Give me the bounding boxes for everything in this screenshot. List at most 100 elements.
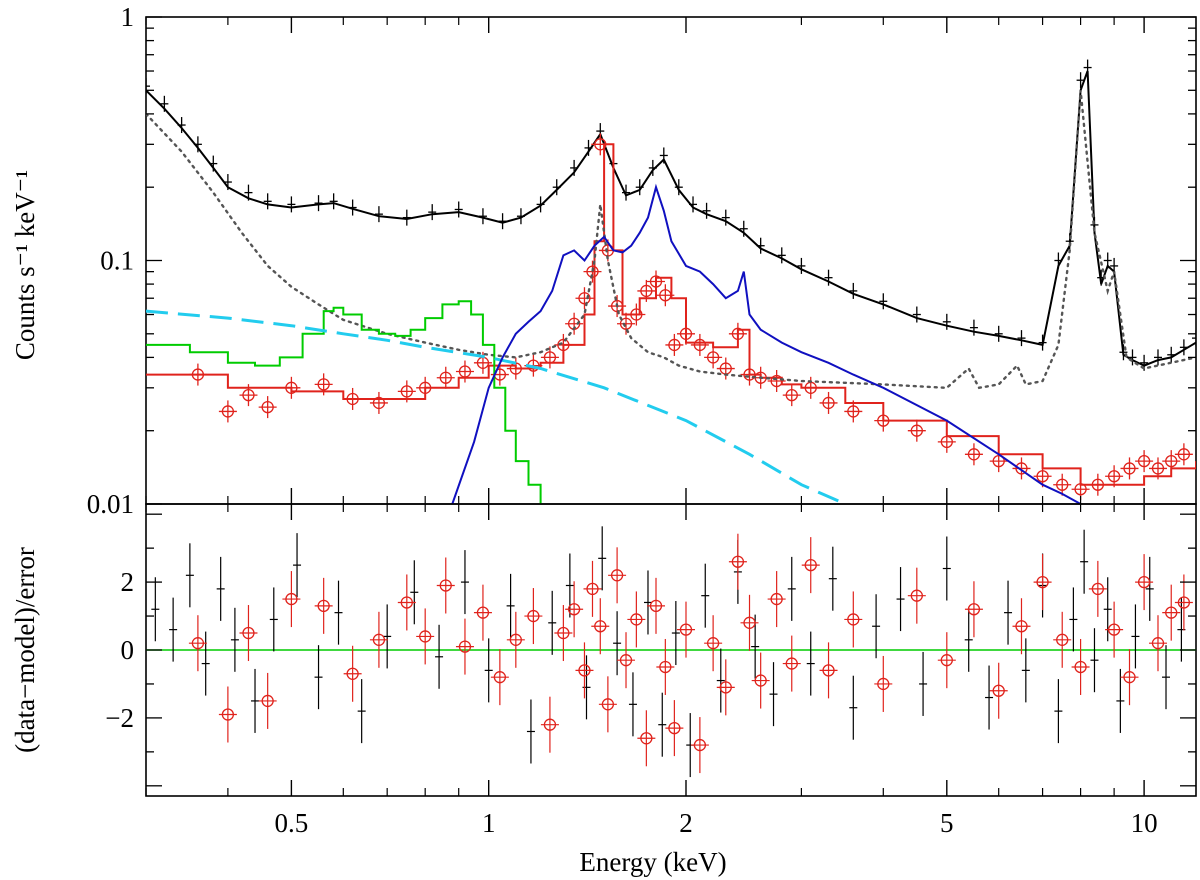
residual-point-red: [1162, 584, 1181, 641]
residual-point-black: [658, 692, 667, 757]
data-point-red: [617, 312, 636, 335]
residual-marker: [543, 718, 557, 731]
data-point-black: [1017, 330, 1026, 347]
model_red-step: [146, 143, 1196, 486]
residual-point-black: [613, 611, 622, 676]
data-point-red: [1012, 457, 1031, 480]
residual-marker: [1177, 596, 1191, 609]
residual-point-black: [716, 648, 725, 713]
residual-point-black: [671, 601, 680, 666]
top-y-axis-label: Counts s⁻¹ keV⁻¹: [10, 170, 40, 360]
residual-point-red: [617, 632, 636, 689]
data-marker: [668, 338, 681, 352]
data-point-black: [942, 313, 951, 330]
residual-marker: [594, 620, 607, 633]
data-marker: [1056, 478, 1069, 491]
residual-point-red: [565, 581, 584, 638]
residual-point-black: [334, 580, 343, 645]
data-marker: [242, 388, 255, 402]
residual-marker: [285, 592, 298, 606]
data-marker: [578, 292, 591, 305]
data-point-black: [912, 306, 921, 323]
residual-marker: [439, 579, 452, 592]
residual-marker: [967, 603, 981, 616]
data-marker: [910, 424, 923, 437]
residual-point-red: [819, 642, 838, 699]
spectrum-frame: [145, 16, 1197, 505]
residual-point-red: [665, 700, 684, 757]
data-point-red: [1174, 443, 1193, 466]
residual-point-red: [282, 571, 301, 628]
residual-marker: [1107, 623, 1121, 636]
data-marker: [967, 448, 981, 461]
residual-point-red: [964, 581, 983, 638]
residuals-panel: −2 0 2 0.5 1 2 5 10: [105, 503, 1197, 838]
data-point-red: [844, 400, 863, 423]
residual-point-black: [565, 553, 574, 618]
data-point-black: [622, 184, 631, 201]
data-point-red: [690, 333, 709, 356]
residual-point-red: [1105, 601, 1124, 658]
residual-point-red: [583, 560, 602, 617]
residual-point-red: [801, 537, 820, 594]
residual-point-black: [1090, 628, 1099, 693]
residual-marker: [1165, 606, 1178, 619]
residual-marker: [242, 626, 255, 640]
residual-marker: [261, 694, 274, 708]
data-point-black: [721, 209, 730, 226]
residual-point-red: [369, 611, 388, 668]
residual-point-black: [230, 607, 239, 672]
y-tick-label: 0.01: [87, 489, 134, 519]
data-point-black: [797, 257, 806, 274]
residual-point-black: [985, 665, 994, 730]
residual-point-red: [314, 577, 333, 634]
data-point-black: [146, 78, 150, 95]
residual-marker: [659, 660, 672, 674]
data-marker: [1177, 448, 1191, 461]
data-point-black: [1192, 330, 1196, 347]
residual-point-red: [591, 598, 610, 655]
residual-marker: [743, 616, 756, 629]
residual-marker: [630, 613, 643, 626]
residual-point-red: [473, 584, 492, 641]
residual-point-black: [787, 556, 796, 621]
data-marker: [1137, 454, 1151, 468]
residual-marker: [400, 596, 413, 609]
residual-point-black: [410, 560, 419, 625]
data-point-black: [824, 269, 833, 286]
residual-marker: [346, 667, 359, 680]
data-point-black: [849, 282, 858, 299]
residual-point-red: [416, 608, 435, 665]
data-point-red: [782, 384, 801, 407]
residual-point-black: [628, 672, 637, 737]
residual-marker: [679, 623, 693, 636]
data-point-black: [428, 204, 437, 221]
residual-point-red: [656, 638, 675, 695]
data-marker: [261, 400, 274, 414]
x-tick-label: 2: [679, 808, 693, 838]
residual-point-red: [907, 567, 926, 624]
residual-point-red: [575, 642, 594, 699]
residual-point-black: [526, 699, 535, 764]
residual-point-black: [151, 577, 160, 642]
data-point-black: [702, 202, 711, 219]
residual-point-red: [1071, 638, 1090, 695]
data-point-black: [1153, 349, 1162, 366]
data-point-red: [1105, 465, 1124, 488]
residual-point-black: [269, 587, 278, 652]
data-point-black: [374, 206, 383, 223]
residual-point-red: [218, 686, 237, 743]
residual-marker: [557, 626, 570, 640]
residual-point-black: [1162, 645, 1171, 710]
top-plot-area: [146, 59, 1196, 504]
residual-marker: [619, 654, 633, 667]
residual-point-red: [844, 591, 863, 648]
residual-point-red: [1135, 554, 1154, 611]
residual-point-red: [1033, 554, 1052, 611]
residual-point-black: [1069, 587, 1078, 652]
data-point-red: [964, 443, 983, 466]
data-point-red: [436, 366, 455, 389]
residual-point-black: [506, 573, 515, 638]
residual-point-red: [989, 662, 1008, 719]
